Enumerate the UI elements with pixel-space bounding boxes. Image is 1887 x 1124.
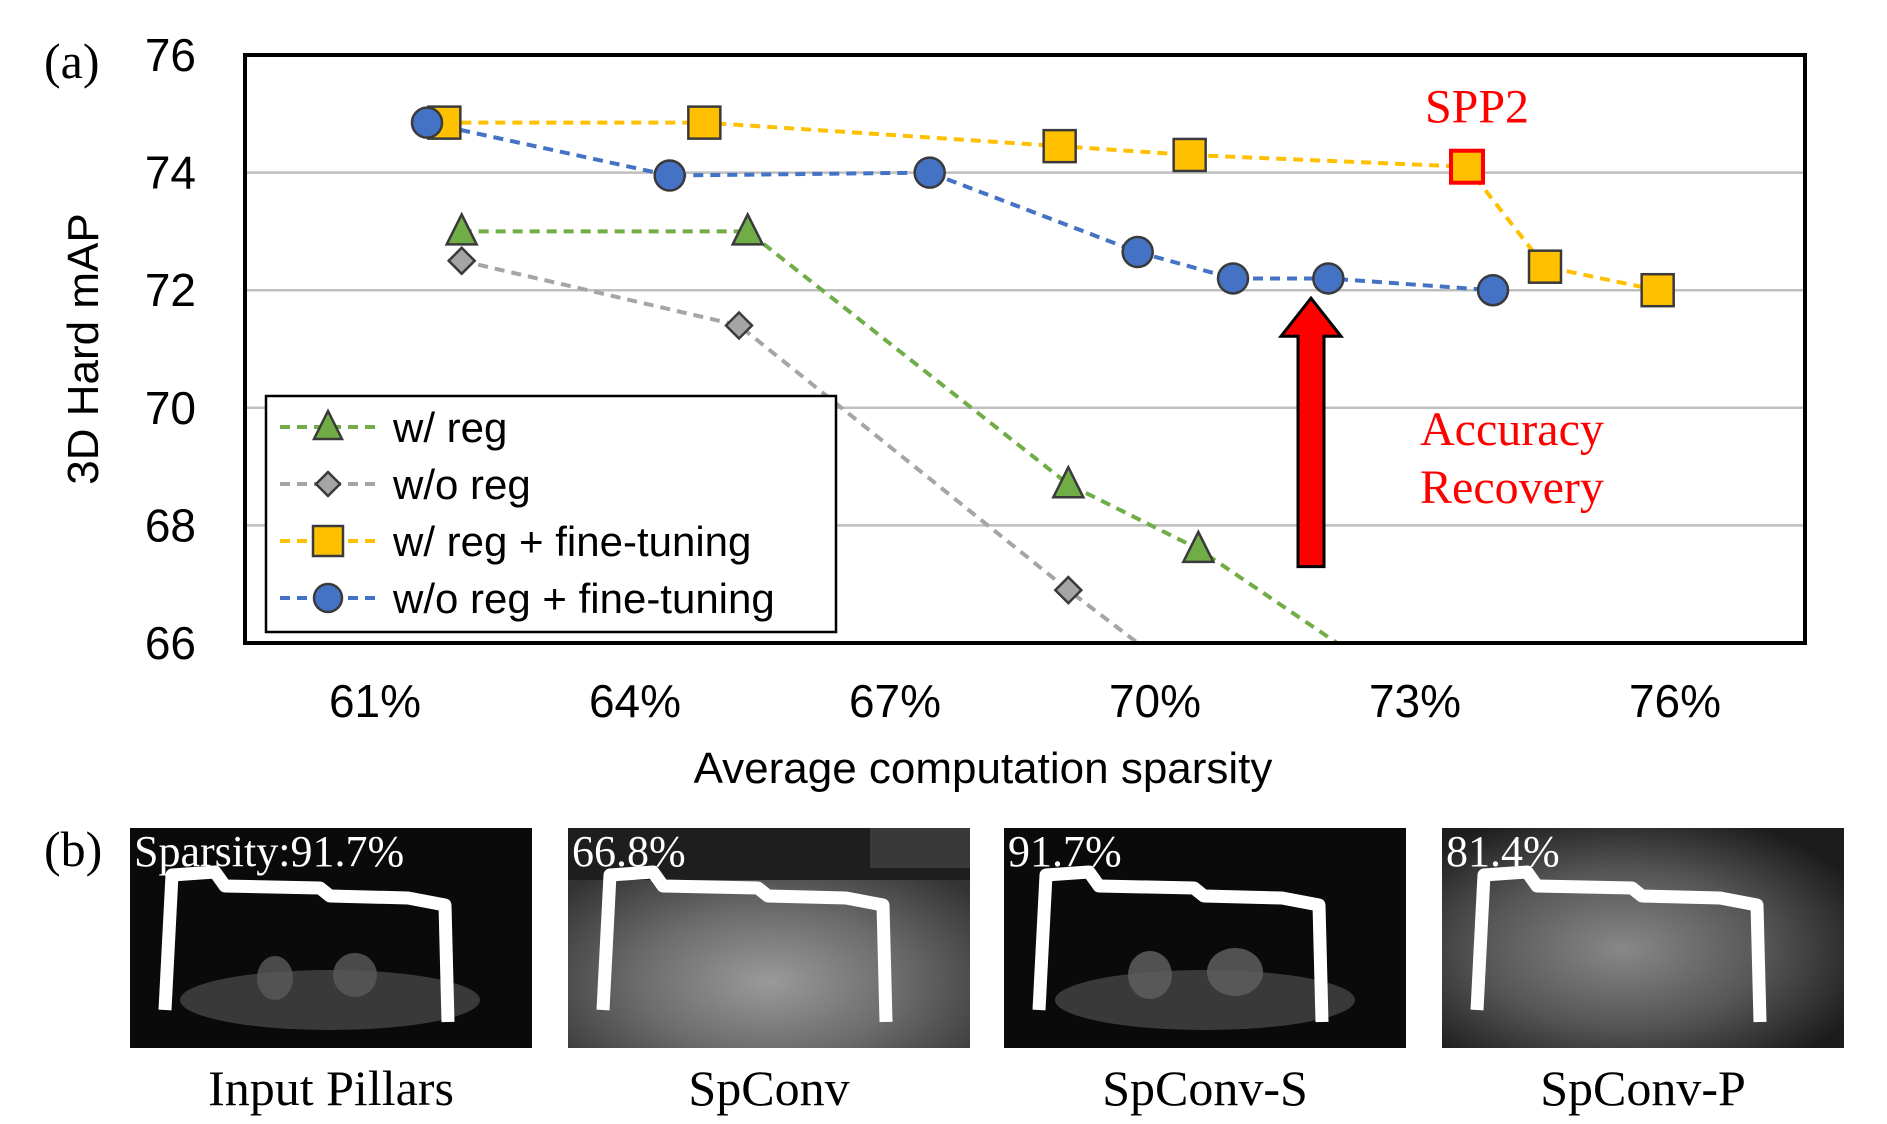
- data-point: [1051, 464, 1086, 499]
- legend-label: w/o reg: [392, 461, 531, 508]
- x-tick-labels: 61% 64% 67% 70% 73% 76%: [329, 675, 1721, 727]
- data-point: [1121, 235, 1154, 269]
- image-top-label: 81.4%: [1446, 827, 1560, 876]
- image-caption: SpConv: [688, 1060, 849, 1116]
- legend-box: [264, 394, 838, 634]
- x-tick-label: 61%: [329, 675, 421, 727]
- data-point: [653, 159, 686, 192]
- x-tick-label: 73%: [1369, 675, 1461, 727]
- data-point: [1312, 262, 1345, 295]
- y-tick-labels: 66 68 70 72 74 76: [145, 29, 196, 669]
- panel-a-label: (a): [44, 33, 100, 89]
- data-point: [1172, 137, 1207, 173]
- data-point: [730, 211, 765, 246]
- y-axis-label: 3D Hard mAP: [59, 213, 108, 484]
- legend-label: w/ reg: [392, 404, 507, 451]
- pillars-image-spconv: 66.8%: [568, 827, 970, 1048]
- image-caption: SpConv-P: [1540, 1060, 1746, 1116]
- arrow-shape: [1277, 295, 1345, 569]
- image-top-label: 91.7%: [1008, 827, 1122, 876]
- legend-label: w/ reg + fine-tuning: [392, 518, 751, 565]
- spp2-annotation: SPP2: [1425, 81, 1529, 134]
- accuracy-recovery-arrow: [1277, 295, 1345, 569]
- image-caption: SpConv-S: [1102, 1060, 1308, 1116]
- image-top-label: Sparsity:91.7%: [134, 827, 404, 876]
- y-tick-label: 76: [145, 29, 196, 81]
- data-point: [410, 106, 444, 139]
- accuracy-annotation: Accuracy: [1420, 403, 1604, 456]
- data-point: [444, 211, 479, 246]
- legend-marker: [314, 470, 342, 498]
- pillars-image-input: Sparsity:91.7%: [130, 827, 532, 1048]
- data-point: [1527, 249, 1563, 284]
- series-markers: [410, 105, 1675, 605]
- y-tick-label: 70: [145, 382, 196, 434]
- data-point: [446, 246, 477, 276]
- x-axis-label: Average computation sparsity: [694, 744, 1273, 793]
- recovery-annotation: Recovery: [1420, 461, 1604, 514]
- data-point: [687, 105, 722, 140]
- legend-label: w/o reg + fine-tuning: [392, 575, 775, 622]
- y-tick-label: 66: [145, 617, 196, 669]
- data-point: [913, 156, 946, 189]
- series-line: [461, 258, 1139, 645]
- image-top-label: 66.8%: [572, 827, 686, 876]
- data-point: [724, 310, 754, 341]
- x-tick-label: 76%: [1629, 675, 1721, 727]
- chart-a: 66 68 70 72 74 76 61% 64% 67% 70% 73% 76% SPP2 Acc…: [59, 29, 1807, 793]
- data-point: [1053, 575, 1084, 605]
- data-point: [1216, 262, 1250, 295]
- x-tick-label: 67%: [849, 675, 941, 727]
- legend-marker: [311, 408, 345, 441]
- plot-frame: [243, 53, 1807, 645]
- data-point: [1181, 529, 1216, 564]
- legend: w/ reg w/o reg w/ reg + fine-tuning w/o reg…: [264, 394, 838, 634]
- legend-marker: [312, 582, 344, 614]
- panel-b-label: (b): [44, 821, 102, 877]
- y-tick-label: 72: [145, 264, 196, 316]
- data-point: [1476, 273, 1510, 307]
- legend-marker: [311, 524, 345, 558]
- pillars-image-spconv-s: 91.7%: [1004, 827, 1406, 1048]
- image-caption: Input Pillars: [208, 1060, 454, 1116]
- y-tick-label: 68: [145, 499, 196, 551]
- y-tick-label: 74: [145, 147, 196, 199]
- data-point: [1042, 128, 1077, 164]
- spp2-point: [1449, 148, 1485, 185]
- x-tick-label: 70%: [1109, 675, 1201, 727]
- series-line: [461, 229, 1339, 645]
- x-tick-label: 64%: [589, 675, 681, 727]
- pillars-image-spconv-p: 81.4%: [1442, 827, 1844, 1048]
- data-point: [1640, 272, 1675, 308]
